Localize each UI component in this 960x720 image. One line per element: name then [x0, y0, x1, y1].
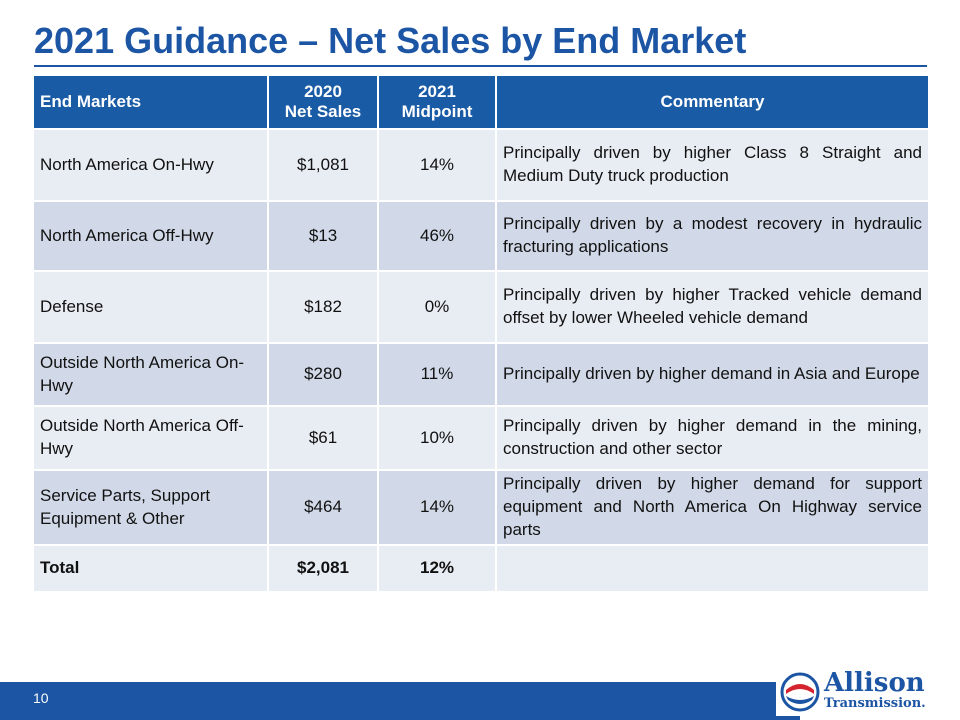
cell-total-label: Total: [34, 544, 269, 591]
cell-commentary: Principally driven by higher Tracked veh…: [496, 270, 928, 343]
logo-wordmark: Allison: [824, 668, 925, 698]
cell-net-sales: $13: [268, 200, 379, 271]
table-row: Defense $182 0% Principally driven by hi…: [34, 270, 928, 343]
cell-market: North America Off-Hwy: [34, 200, 269, 271]
table-total-row: Total $2,081 12%: [34, 544, 928, 591]
cell-midpoint: 14%: [378, 128, 497, 201]
cell-market: Outside North America Off-Hwy: [34, 405, 269, 470]
allison-emblem-icon: [780, 672, 820, 712]
slide-title: 2021 Guidance – Net Sales by End Market: [34, 20, 747, 61]
guidance-table: End Markets 2020 Net Sales 2021 Midpoint…: [34, 76, 928, 591]
page-number: 10: [33, 690, 49, 706]
table-row: North America Off-Hwy $13 46% Principall…: [34, 200, 928, 271]
footer-bar: [0, 668, 960, 720]
cell-net-sales: $61: [268, 405, 379, 470]
title-divider: [34, 65, 927, 67]
cell-market: Defense: [34, 270, 269, 343]
table-row: North America On-Hwy $1,081 14% Principa…: [34, 128, 928, 201]
cell-total-commentary: [496, 544, 928, 591]
header-midpoint-line1: 2021: [418, 81, 456, 101]
cell-total-net-sales: $2,081: [268, 544, 379, 591]
cell-midpoint: 0%: [378, 270, 497, 343]
logo-subtitle: Transmission.: [824, 696, 926, 711]
allison-logo: Allison Transmission.: [776, 668, 944, 716]
table-row: Outside North America Off-Hwy $61 10% Pr…: [34, 405, 928, 470]
cell-commentary: Principally driven by higher demand in A…: [496, 342, 928, 406]
header-net-sales-line2: Net Sales: [284, 102, 362, 121]
cell-commentary: Principally driven by higher Class 8 Str…: [496, 128, 928, 201]
table-header-row: End Markets 2020 Net Sales 2021 Midpoint…: [34, 76, 928, 129]
cell-total-midpoint: 12%: [378, 544, 497, 591]
cell-market: North America On-Hwy: [34, 128, 269, 201]
cell-net-sales: $182: [268, 270, 379, 343]
cell-net-sales: $1,081: [268, 128, 379, 201]
cell-net-sales: $280: [268, 342, 379, 406]
header-net-sales-line1: 2020: [304, 81, 342, 101]
header-net-sales: 2020 Net Sales: [268, 76, 379, 129]
header-commentary: Commentary: [496, 76, 928, 129]
cell-commentary: Principally driven by a modest recovery …: [496, 200, 928, 271]
header-midpoint: 2021 Midpoint: [378, 76, 497, 129]
table-row: Outside North America On-Hwy $280 11% Pr…: [34, 342, 928, 406]
table-row: Service Parts, Support Equipment & Other…: [34, 469, 928, 545]
cell-market: Service Parts, Support Equipment & Other: [34, 469, 269, 545]
header-midpoint-line2: Midpoint: [401, 102, 473, 121]
header-end-markets: End Markets: [34, 76, 269, 129]
cell-midpoint: 14%: [378, 469, 497, 545]
cell-midpoint: 46%: [378, 200, 497, 271]
cell-midpoint: 11%: [378, 342, 497, 406]
cell-market: Outside North America On-Hwy: [34, 342, 269, 406]
cell-midpoint: 10%: [378, 405, 497, 470]
cell-net-sales: $464: [268, 469, 379, 545]
cell-commentary: Principally driven by higher demand in t…: [496, 405, 928, 470]
cell-commentary: Principally driven by higher demand for …: [496, 469, 928, 545]
